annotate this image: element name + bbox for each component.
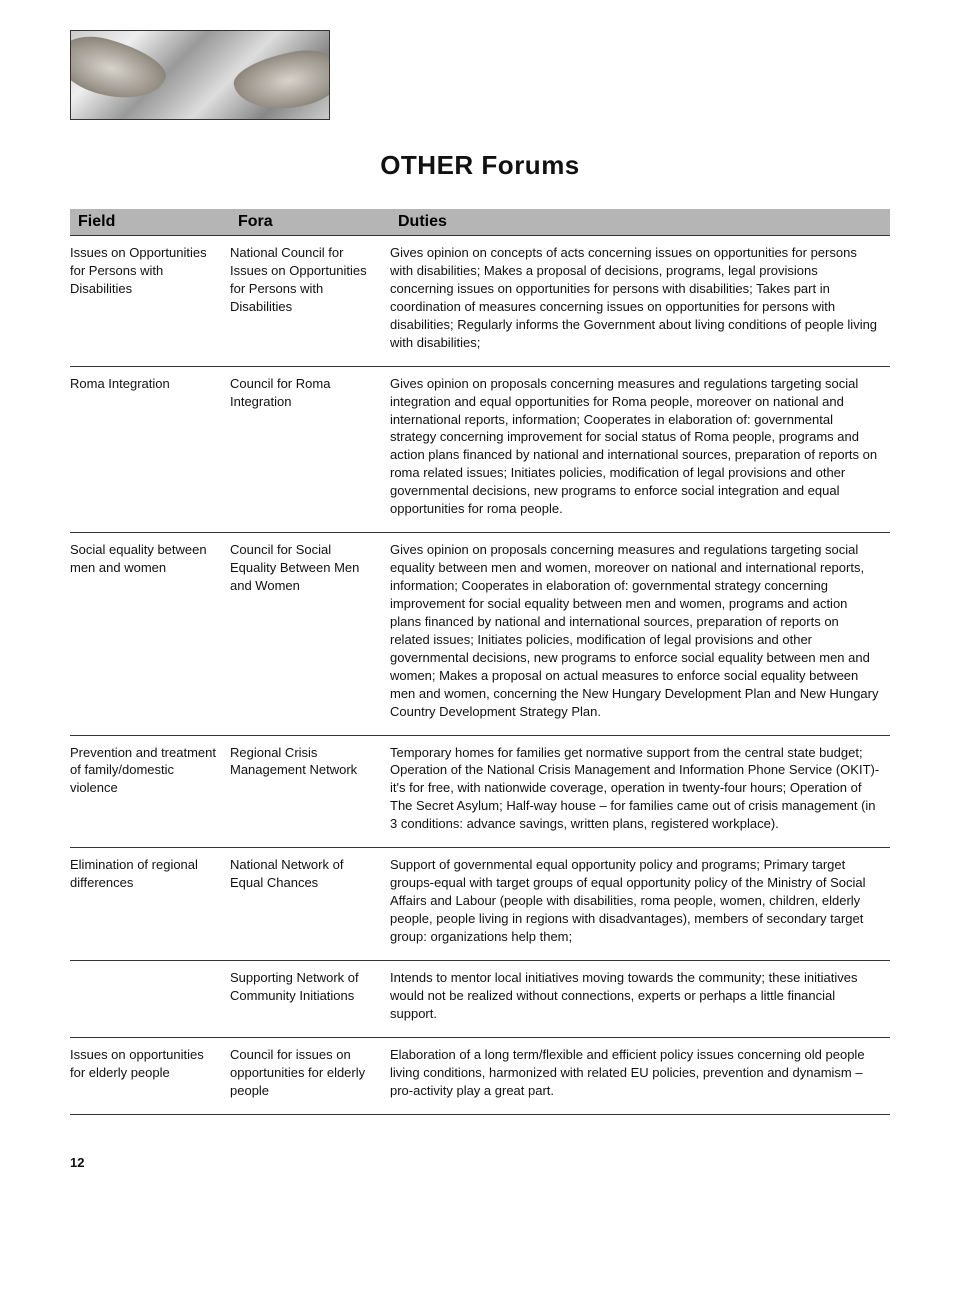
cell-duties: Gives opinion on concepts of acts concer… [390,236,890,367]
table-row: Issues on opportunities for elderly peop… [70,1037,890,1114]
col-fora: Fora [230,209,390,236]
cell-fora: National Council for Issues on Opportuni… [230,236,390,367]
cell-field: Prevention and treatment of family/domes… [70,735,230,848]
table-row: Social equality between men and womenCou… [70,533,890,735]
cell-field [70,960,230,1037]
table-row: Prevention and treatment of family/domes… [70,735,890,848]
page: OTHER Forums Field Fora Duties Issues on… [0,0,960,1210]
cell-fora: Council for Social Equality Between Men … [230,533,390,735]
header-fresco-image [70,30,330,120]
cell-fora: Regional Crisis Management Network [230,735,390,848]
cell-fora: Council for Roma Integration [230,366,390,533]
cell-duties: Gives opinion on proposals concerning me… [390,366,890,533]
cell-duties: Elaboration of a long term/flexible and … [390,1037,890,1114]
col-field: Field [70,209,230,236]
cell-fora: National Network of Equal Chances [230,848,390,961]
cell-field: Issues on opportunities for elderly peop… [70,1037,230,1114]
table-row: Supporting Network of Community Initiati… [70,960,890,1037]
cell-fora: Council for issues on opportunities for … [230,1037,390,1114]
table-header-row: Field Fora Duties [70,209,890,236]
cell-duties: Gives opinion on proposals concerning me… [390,533,890,735]
table-row: Issues on Opportunities for Persons with… [70,236,890,367]
table-row: Roma IntegrationCouncil for Roma Integra… [70,366,890,533]
forums-table: Field Fora Duties Issues on Opportunitie… [70,209,890,1115]
cell-duties: Support of governmental equal opportunit… [390,848,890,961]
cell-field: Issues on Opportunities for Persons with… [70,236,230,367]
page-number: 12 [70,1155,890,1170]
col-duties: Duties [390,209,890,236]
cell-fora: Supporting Network of Community Initiati… [230,960,390,1037]
cell-field: Roma Integration [70,366,230,533]
page-title: OTHER Forums [70,150,890,181]
cell-field: Social equality between men and women [70,533,230,735]
cell-duties: Intends to mentor local initiatives movi… [390,960,890,1037]
table-row: Elimination of regional differencesNatio… [70,848,890,961]
cell-field: Elimination of regional differences [70,848,230,961]
cell-duties: Temporary homes for families get normati… [390,735,890,848]
